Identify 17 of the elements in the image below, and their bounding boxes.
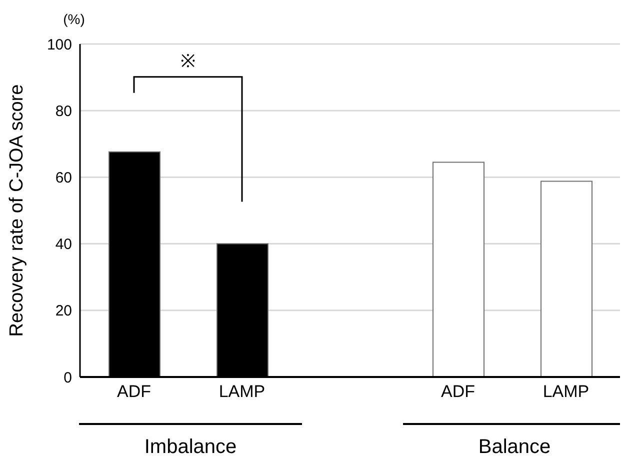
y-tick-label: 40 [55, 236, 72, 254]
x-tick-label: ADF [441, 382, 475, 402]
y-tick-label: 0 [64, 369, 72, 386]
x-tick-label: ADF [117, 382, 151, 402]
text: Imbalance [144, 436, 237, 458]
y-axis-title: Recovery rate of C-JOA score [6, 84, 28, 337]
bar [540, 180, 592, 377]
y-tick-label: 100 [46, 36, 72, 54]
text: Balance [478, 436, 551, 458]
x-tick-label: LAMP [218, 382, 266, 402]
text: (%) [63, 11, 85, 27]
x-tick-label: LAMP [542, 382, 590, 402]
bar [432, 162, 484, 377]
annotation: ※ [180, 50, 196, 71]
y-tick-label: 20 [55, 302, 72, 320]
y-tick-label: 80 [55, 102, 72, 120]
y-tick-label: 60 [55, 170, 72, 187]
